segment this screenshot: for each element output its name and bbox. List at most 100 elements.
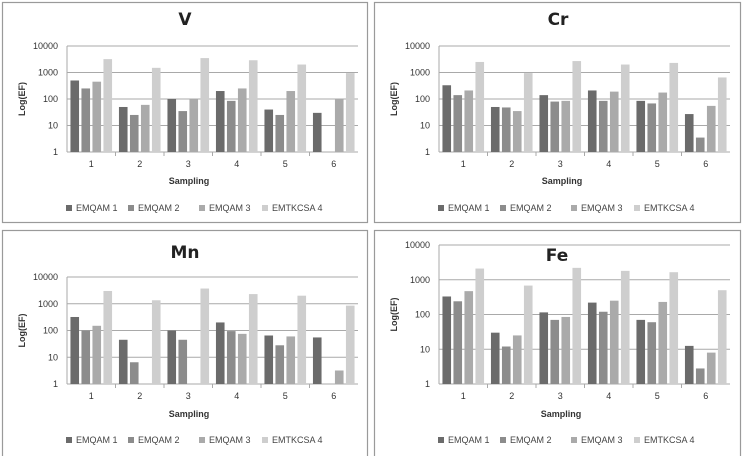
bar-emqam-2-sampling-2 [129,114,139,152]
bar-emqam-1-sampling-2 [118,106,128,152]
bar-emqam-3-sampling-2 [512,335,522,384]
x-tick-label: 3 [186,391,191,401]
chart-panel-v: 1 10 100 1000 10000 1 2 3 4 5 6 V Sampling Log(EF) EMQ… [1,1,369,224]
chart-title: V [178,10,192,30]
bar-emqam-1-sampling-4 [215,91,225,152]
x-axis-label: Sampling [541,409,582,419]
legend-label: EMTKCSA 4 [644,435,695,445]
bar-emqam-3-sampling-3 [561,100,571,152]
legend-swatch [634,205,640,211]
x-tick-label: 6 [331,159,336,169]
legend: EMQAM 1 EMQAM 2 EMQAM 3 EMTKCSA 4 [438,435,695,445]
bar-emqam-2-sampling-6 [695,137,705,152]
y-tick-label: 1000 [410,68,430,78]
bar-emqam-3-sampling-5 [286,336,296,384]
y-tick-label: 1 [425,147,430,157]
y-tick-label: 10000 [405,240,430,250]
x-tick-label: 5 [655,391,660,401]
bar-emqam-2-sampling-5 [275,345,285,384]
bar-emqam-2-sampling-4 [226,331,236,384]
bar-emqam-2-sampling-4 [598,100,608,152]
y-tick-label: 100 [43,326,58,336]
bar-emqam-3-sampling-5 [658,301,668,384]
chart-panel-cr: 1 10 100 1000 10000 1 2 3 4 5 6 Cr Sampling Log(EF) EM… [373,1,742,224]
legend-label: EMQAM 1 [448,435,490,445]
y-tick-label: 1 [425,379,430,389]
bar-emqam-3-sampling-5 [658,92,668,152]
x-tick-label: 6 [703,159,708,169]
bar-emqam-3-sampling-6 [334,99,344,152]
bar-emqam-2-sampling-6 [695,368,705,384]
bar-emqam-1-sampling-4 [587,302,597,384]
legend-label: EMQAM 2 [510,435,552,445]
legend-swatch [262,437,268,443]
bar-emqam-3-sampling-6 [706,105,716,152]
bar-emtkcsa-4-sampling-6 [345,305,355,384]
bar-emqam-1-sampling-1 [70,316,80,384]
x-tick-label: 1 [461,391,466,401]
bar-emtkcsa-4-sampling-4 [248,60,258,152]
bar-emtkcsa-4-sampling-1 [103,59,113,152]
bar-emqam-3-sampling-2 [512,111,522,152]
bar-emqam-3-sampling-2 [140,104,150,152]
y-tick-label: 1000 [38,68,58,78]
y-axis-label: Log(EF) [17,314,27,348]
legend: EMQAM 1 EMQAM 2 EMQAM 3 EMTKCSA 4 [66,203,323,213]
chart-title: Cr [548,10,569,30]
y-tick-label: 10 [420,121,430,131]
bar-emtkcsa-4-sampling-5 [669,62,679,152]
x-tick-label: 4 [234,159,239,169]
bar-emqam-2-sampling-1 [453,95,463,152]
x-tick-label: 5 [283,391,288,401]
x-tick-label: 2 [509,391,514,401]
legend-swatch [66,437,72,443]
bar-emqam-2-sampling-3 [550,101,560,152]
x-tick-label: 5 [655,159,660,169]
x-tick-label: 4 [606,159,611,169]
legend: EMQAM 1 EMQAM 2 EMQAM 3 EMTKCSA 4 [438,203,695,213]
x-tick-label: 2 [137,159,142,169]
bar-emtkcsa-4-sampling-2 [523,73,533,152]
bar-emqam-1-sampling-3 [167,330,177,384]
bar-emqam-1-sampling-5 [264,335,274,384]
legend-label: EMQAM 1 [76,435,118,445]
bar-emqam-1-sampling-3 [539,95,549,152]
y-tick-label: 10 [48,121,58,131]
y-tick-label: 1 [53,147,58,157]
bar-emtkcsa-4-sampling-3 [572,267,582,384]
x-tick-label: 3 [186,159,191,169]
legend-swatch [128,437,134,443]
legend-swatch [199,205,205,211]
bar-emqam-1-sampling-4 [215,322,225,384]
bar-emqam-1-sampling-5 [264,109,274,152]
bar-emqam-2-sampling-4 [598,311,608,384]
y-axis-label: Log(EF) [389,298,399,332]
y-tick-label: 10000 [33,272,58,282]
bar-emqam-1-sampling-6 [312,112,322,152]
bar-emqam-1-sampling-5 [636,319,646,384]
bar-emqam-3-sampling-4 [609,300,619,384]
bar-emqam-2-sampling-3 [178,339,188,384]
legend-label: EMQAM 2 [138,203,180,213]
bar-emqam-3-sampling-1 [92,325,102,384]
bar-emqam-3-sampling-4 [237,333,247,384]
legend-swatch [438,437,444,443]
bar-emqam-1-sampling-1 [442,296,452,384]
legend-label: EMQAM 3 [581,435,623,445]
bar-emqam-2-sampling-5 [647,322,657,384]
y-tick-label: 100 [415,94,430,104]
legend-swatch [571,205,577,211]
legend-swatch [262,205,268,211]
bar-emtkcsa-4-sampling-5 [669,272,679,384]
legend-swatch [66,205,72,211]
legend-label: EMQAM 2 [510,203,552,213]
bar-emqam-2-sampling-2 [129,362,139,384]
x-tick-label: 2 [137,391,142,401]
x-tick-label: 6 [703,391,708,401]
x-tick-label: 5 [283,159,288,169]
x-tick-label: 6 [331,391,336,401]
bar-emtkcsa-4-sampling-3 [572,61,582,152]
legend-swatch [571,437,577,443]
bar-emqam-3-sampling-6 [334,370,344,384]
bar-emqam-2-sampling-2 [501,346,511,384]
